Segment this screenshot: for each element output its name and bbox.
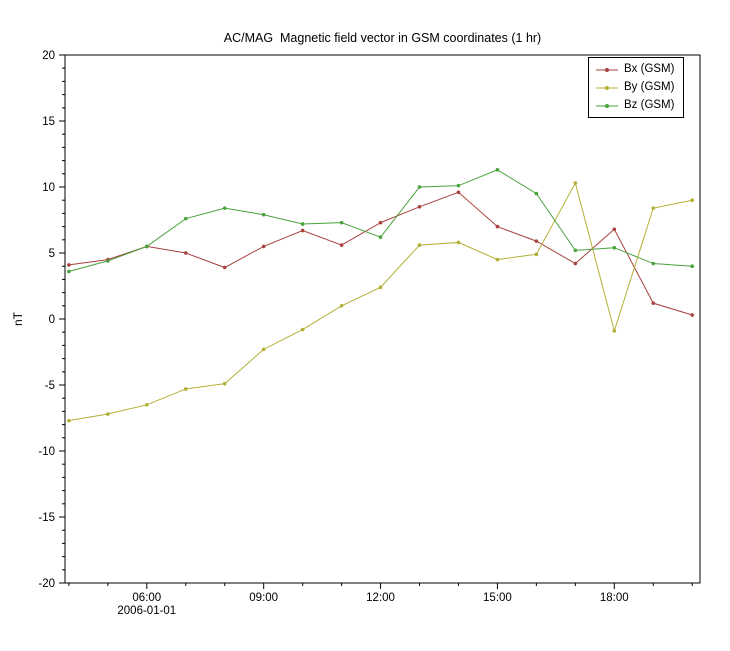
series-marker-by xyxy=(651,206,656,210)
series-marker-bx xyxy=(612,227,617,232)
series-marker-bx xyxy=(495,224,500,229)
series-marker-bx xyxy=(378,220,383,225)
x-tick-label: 12:00 xyxy=(366,592,395,604)
series-marker-by xyxy=(534,252,539,257)
series-marker-bx xyxy=(690,313,695,317)
series-line-bz xyxy=(68,169,693,272)
series-line-bx xyxy=(68,191,693,316)
x-tick-label: 18:00 xyxy=(600,592,629,604)
series-marker-bz xyxy=(456,183,461,188)
series-marker-bx xyxy=(339,243,344,247)
series-marker-bz xyxy=(690,264,695,269)
series-line-by xyxy=(68,181,693,422)
legend-entry-by: By (GSM) xyxy=(595,80,674,95)
y-tick-label: 10 xyxy=(42,182,55,194)
legend-label-bx: Bx (GSM) xyxy=(624,63,675,75)
y-tick-label: 20 xyxy=(42,50,55,62)
y-tick-label: 0 xyxy=(49,314,55,326)
series-marker-bx xyxy=(534,239,539,243)
y-tick-label: -10 xyxy=(38,446,55,458)
series-marker-bz xyxy=(378,235,383,239)
legend-entry-bx: Bx (GSM) xyxy=(595,62,674,77)
plot-frame xyxy=(64,54,701,584)
series-marker-bz xyxy=(67,269,71,274)
series-marker-bx xyxy=(573,261,578,266)
series-marker-by xyxy=(106,412,110,416)
x-tick-label: 06:00 xyxy=(132,592,161,604)
series-marker-by xyxy=(145,403,149,407)
legend-label-by: By (GSM) xyxy=(624,81,675,93)
legend-label-bz: Bz (GSM) xyxy=(624,99,675,111)
series-marker-by xyxy=(456,240,461,245)
series-marker-bx xyxy=(261,244,266,249)
legend-line-sample-bx xyxy=(596,67,618,72)
legend: Bx (GSM) By (GSM) Bz (GSM) xyxy=(588,57,685,118)
series-marker-bz xyxy=(106,259,110,263)
series-marker-bx xyxy=(300,228,305,233)
series-marker-by xyxy=(612,329,617,333)
series-marker-by xyxy=(690,198,695,202)
series-marker-bx xyxy=(456,190,461,195)
series-marker-bz xyxy=(339,220,344,225)
y-tick-label: -15 xyxy=(38,512,55,524)
series-marker-bz xyxy=(300,222,305,226)
series-marker-by xyxy=(339,304,344,308)
y-tick-label: 15 xyxy=(42,116,55,128)
series-marker-by xyxy=(222,381,227,386)
series-marker-bx xyxy=(67,263,71,267)
series-marker-bz xyxy=(261,212,266,217)
x-tick-label: 15:00 xyxy=(483,592,512,604)
y-tick-label: 5 xyxy=(49,248,55,260)
series-marker-by xyxy=(417,243,422,247)
series-marker-by xyxy=(67,418,71,423)
series-marker-bz xyxy=(183,216,188,221)
series-marker-bz xyxy=(495,168,500,172)
series-marker-by xyxy=(378,285,383,290)
series-marker-bz xyxy=(573,248,578,253)
series-marker-bz xyxy=(145,244,149,249)
legend-entry-bz: Bz (GSM) xyxy=(595,98,674,113)
series-marker-bz xyxy=(534,191,539,196)
x-axis-date-label: 2006-01-01 xyxy=(117,605,177,617)
series-marker-bz xyxy=(417,185,422,189)
series-marker-bx xyxy=(417,205,422,209)
series-marker-bz xyxy=(612,245,617,250)
series-marker-bz xyxy=(222,206,227,210)
series-marker-by xyxy=(300,327,305,332)
x-tick-label: 09:00 xyxy=(249,592,278,604)
chart-title: AC/MAG Magnetic field vector in GSM coor… xyxy=(223,31,542,45)
series-marker-by xyxy=(261,347,266,352)
series-marker-by xyxy=(495,257,500,262)
series-marker-bx xyxy=(222,265,227,270)
series-marker-by xyxy=(573,181,578,185)
legend-line-sample-bz xyxy=(596,103,618,108)
y-tick-label: -20 xyxy=(38,578,55,590)
series-marker-bx xyxy=(651,301,656,305)
y-tick-label: -5 xyxy=(45,380,55,392)
series-marker-bz xyxy=(651,261,656,266)
legend-line-sample-by xyxy=(596,85,618,90)
series-marker-by xyxy=(183,387,188,391)
series-marker-bx xyxy=(183,251,188,255)
